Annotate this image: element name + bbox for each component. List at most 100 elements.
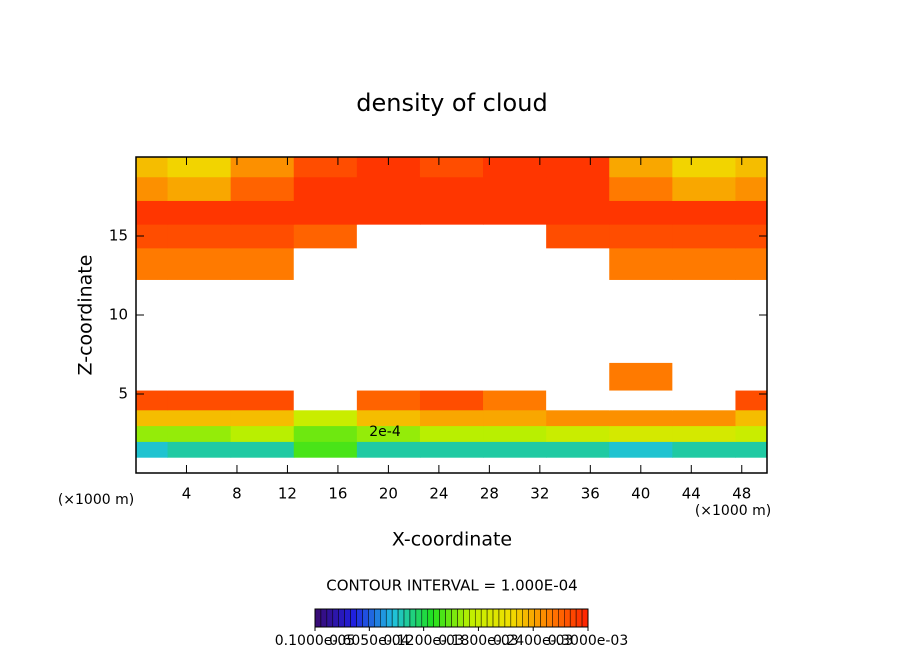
field bbox=[136, 157, 768, 474]
field-cell bbox=[356, 390, 421, 411]
field-cell bbox=[293, 224, 358, 249]
colorbar-swatch bbox=[463, 608, 470, 628]
colorbar-swatch bbox=[492, 608, 500, 628]
field-cell bbox=[609, 247, 673, 280]
field-cell bbox=[356, 279, 421, 324]
x-tick-label: 44 bbox=[682, 485, 701, 503]
y-tick-label: 5 bbox=[118, 385, 128, 403]
field-cell bbox=[167, 176, 232, 201]
field-cell bbox=[230, 441, 295, 458]
field-cell bbox=[609, 279, 673, 324]
colorbar-swatch bbox=[558, 608, 565, 628]
field-cell bbox=[672, 247, 736, 280]
field-cell bbox=[735, 409, 768, 427]
field-cell bbox=[293, 200, 358, 225]
colorbar-swatch bbox=[575, 608, 583, 628]
colorbar-swatch bbox=[314, 608, 322, 628]
field-cell bbox=[546, 362, 610, 391]
colorbar-swatch bbox=[581, 608, 589, 628]
field-cell bbox=[609, 157, 673, 178]
field-cell bbox=[546, 441, 610, 458]
colorbar-swatch bbox=[326, 608, 334, 628]
field-cell bbox=[230, 247, 295, 280]
x-tick-label: 40 bbox=[631, 485, 650, 503]
field-cell bbox=[136, 362, 169, 391]
field-cell bbox=[483, 247, 547, 280]
colorbar-swatch bbox=[516, 608, 523, 628]
x-tick-label: 48 bbox=[732, 485, 751, 503]
field-cell bbox=[735, 362, 768, 391]
x-tick-label: 24 bbox=[429, 485, 448, 503]
field-cell bbox=[483, 200, 547, 225]
field-cell bbox=[546, 176, 610, 201]
field-cell bbox=[546, 279, 610, 324]
field-cell bbox=[293, 441, 358, 458]
x-tick-label: 20 bbox=[379, 485, 398, 503]
field-cell bbox=[735, 200, 768, 225]
field-cell bbox=[609, 390, 673, 411]
field-cell bbox=[735, 279, 768, 324]
field-cell bbox=[167, 362, 232, 391]
field-cell bbox=[672, 425, 736, 442]
field-cell bbox=[136, 457, 169, 474]
colorbar-swatch bbox=[569, 608, 577, 628]
field-cell bbox=[293, 362, 358, 391]
colorbar-swatch bbox=[391, 608, 399, 628]
field-cell bbox=[419, 322, 484, 363]
field-cell bbox=[609, 224, 673, 249]
field-cell bbox=[136, 441, 169, 458]
field-cell bbox=[735, 425, 768, 442]
colorbar-swatch bbox=[480, 608, 488, 628]
field-cell bbox=[293, 247, 358, 280]
field-cell bbox=[356, 362, 421, 391]
field-cell bbox=[546, 390, 610, 411]
y-unit: (×1000 m) bbox=[58, 492, 134, 508]
colorbar-swatch bbox=[409, 608, 417, 628]
field-cell bbox=[546, 247, 610, 280]
field-cell bbox=[672, 362, 736, 391]
contour-interval: CONTOUR INTERVAL = 1.000E-04 bbox=[326, 577, 577, 595]
field-cell bbox=[609, 200, 673, 225]
field-cell bbox=[356, 425, 421, 442]
field-cell bbox=[167, 224, 232, 249]
field-cell bbox=[167, 390, 232, 411]
field-cell bbox=[483, 224, 547, 249]
colorbar-swatch bbox=[332, 608, 339, 628]
field-cell bbox=[230, 176, 295, 201]
field-cell bbox=[672, 176, 736, 201]
field-cell bbox=[230, 425, 295, 442]
field-cell bbox=[735, 441, 768, 458]
field-cell bbox=[167, 441, 232, 458]
colorbar-swatch bbox=[421, 608, 429, 628]
x-tick-label: 8 bbox=[232, 485, 242, 503]
field-cell bbox=[356, 409, 421, 427]
field-cell bbox=[167, 279, 232, 324]
field-cell bbox=[609, 425, 673, 442]
colorbar-swatch bbox=[522, 608, 529, 628]
colorbar-swatch bbox=[356, 608, 363, 628]
field-cell bbox=[419, 176, 484, 201]
field-cell bbox=[483, 176, 547, 201]
field-cell bbox=[419, 409, 484, 427]
field-cell bbox=[230, 322, 295, 363]
field-cell bbox=[735, 322, 768, 363]
field-cell bbox=[230, 390, 295, 411]
field-cell bbox=[735, 247, 768, 280]
colorbar-swatch bbox=[474, 608, 482, 628]
field-cell bbox=[735, 157, 768, 178]
colorbar-swatch bbox=[397, 608, 405, 628]
field-cell bbox=[735, 390, 768, 411]
field-cell bbox=[419, 279, 484, 324]
field-cell bbox=[609, 409, 673, 427]
field-cell bbox=[356, 247, 421, 280]
field-cell bbox=[136, 425, 169, 442]
field-cell bbox=[230, 457, 295, 474]
field-cell bbox=[136, 409, 169, 427]
colorbar-swatch bbox=[552, 608, 559, 628]
field-cell bbox=[356, 157, 421, 178]
field-cell bbox=[546, 322, 610, 363]
field-cell bbox=[230, 409, 295, 427]
colorbar-label: 0.1800e-03 bbox=[438, 633, 518, 649]
field-cell bbox=[136, 279, 169, 324]
